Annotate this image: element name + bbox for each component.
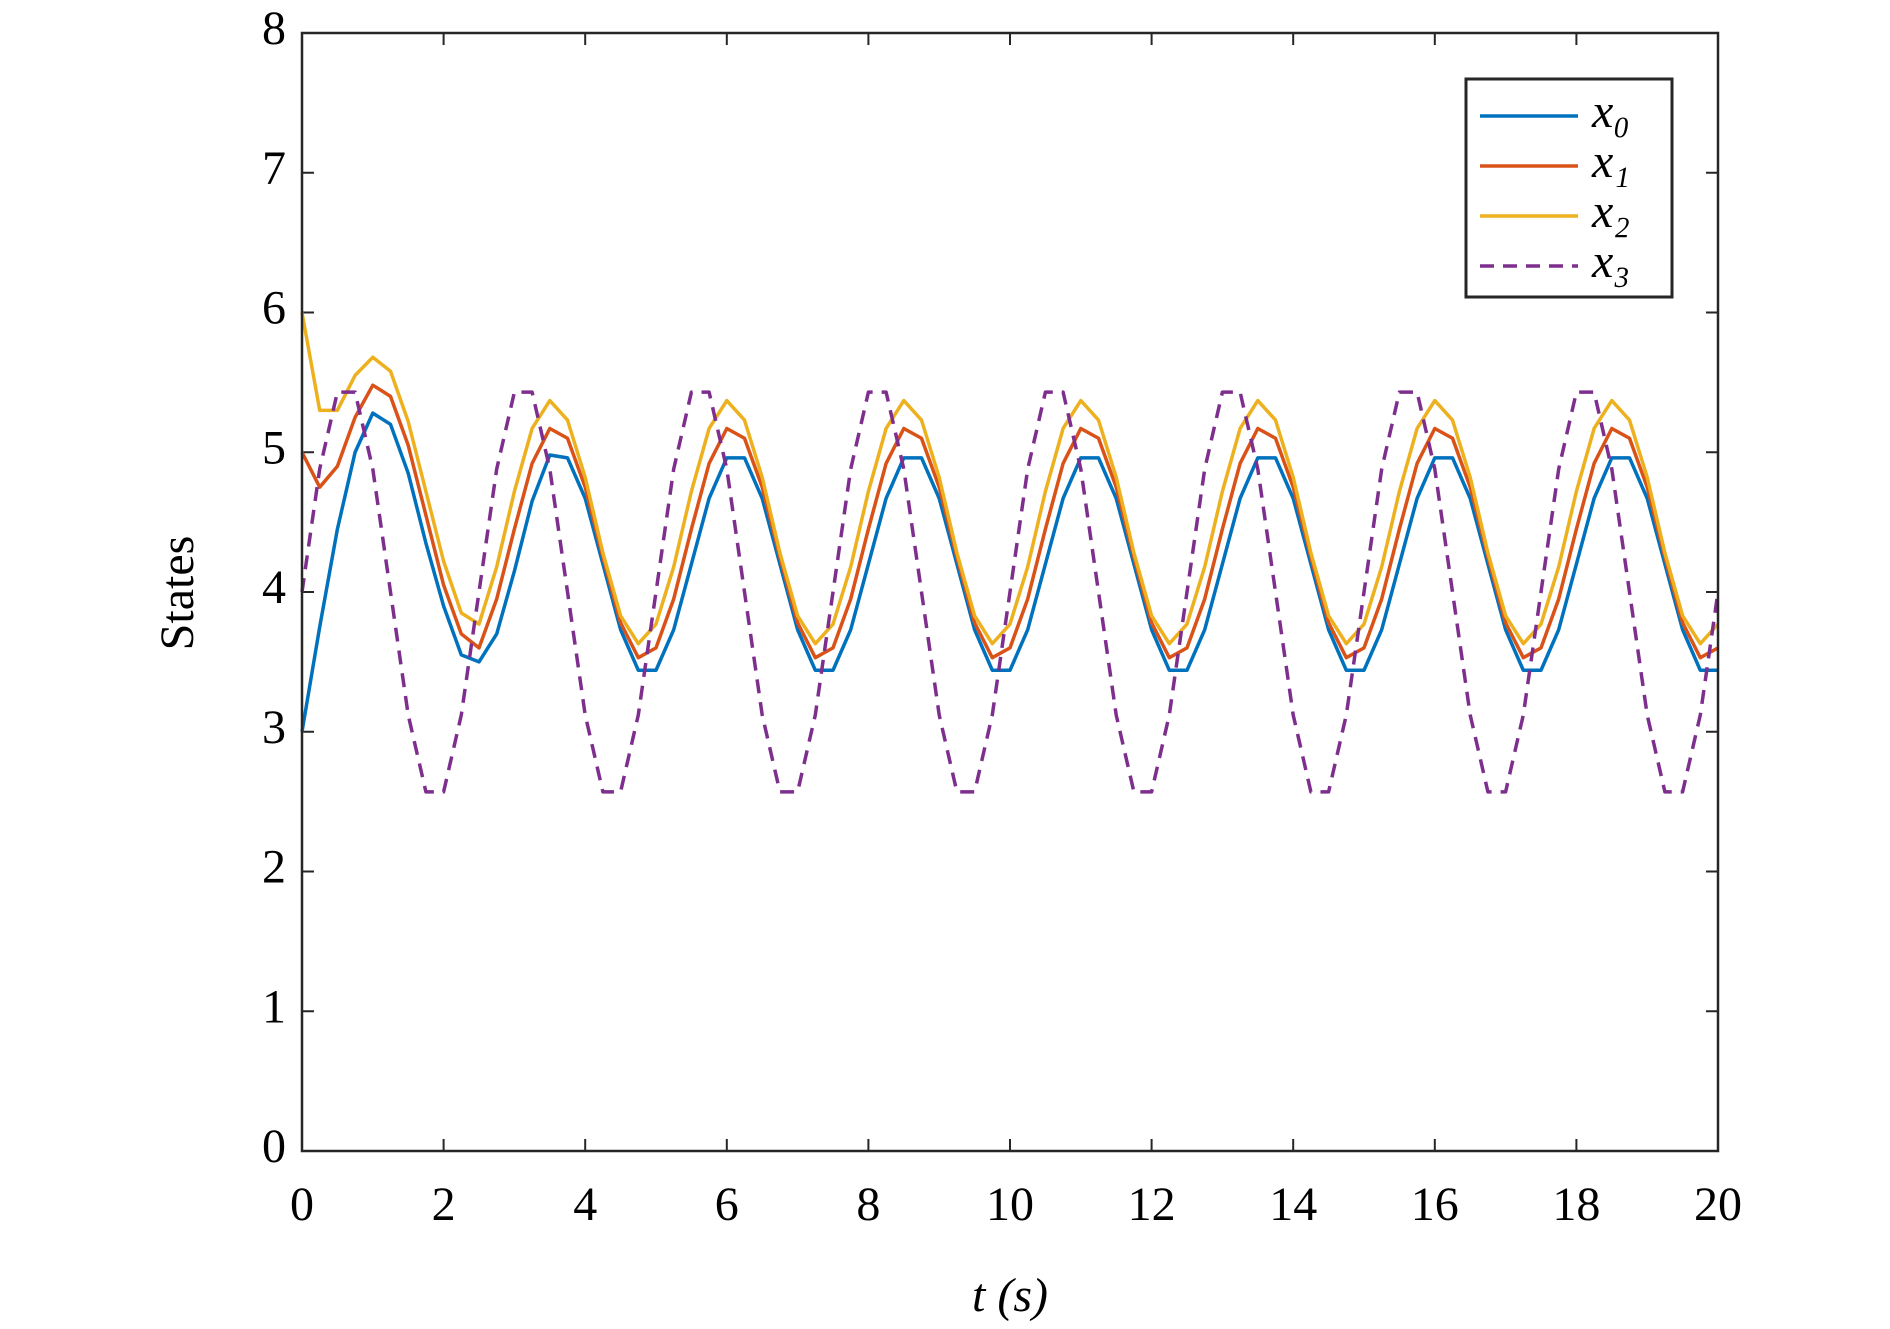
y-tick-label: 3 bbox=[262, 701, 286, 754]
series-line bbox=[300, 411, 1718, 733]
y-tick-label: 8 bbox=[262, 2, 286, 55]
x-axis-label: t (s) bbox=[972, 1269, 1048, 1322]
y-tick-label: 1 bbox=[262, 980, 286, 1033]
legend-box bbox=[1464, 77, 1674, 299]
x-tick-label: 18 bbox=[1552, 1178, 1600, 1231]
x-tick-label: 20 bbox=[1694, 1178, 1742, 1231]
x-tick-label: 8 bbox=[856, 1178, 880, 1231]
legend-label: x₁ bbox=[1591, 135, 1630, 188]
legend-label: x₂ bbox=[1591, 185, 1630, 238]
y-axis-label: States bbox=[151, 536, 204, 651]
y-tick-label: 6 bbox=[262, 282, 286, 335]
y-tick-label: 5 bbox=[262, 421, 286, 474]
y-tick-label: 0 bbox=[262, 1120, 286, 1173]
x-tick-label: 6 bbox=[715, 1178, 739, 1231]
x-tick-label: 10 bbox=[986, 1178, 1034, 1231]
series-line bbox=[300, 312, 1720, 646]
x-tick-label: 4 bbox=[573, 1178, 597, 1231]
y-tick-label: 4 bbox=[262, 561, 286, 614]
legend-label: x₀ bbox=[1591, 85, 1630, 138]
x-tick-label: 0 bbox=[290, 1178, 314, 1231]
series-line bbox=[300, 390, 1720, 794]
x-tick-label: 16 bbox=[1411, 1178, 1459, 1231]
x-tick-label: 14 bbox=[1269, 1178, 1317, 1231]
y-tick-label: 7 bbox=[262, 142, 286, 195]
x-tick-label: 2 bbox=[432, 1178, 456, 1231]
axes-box bbox=[300, 31, 1720, 1153]
legend-label: x₃ bbox=[1591, 235, 1630, 288]
x-tick-label: 12 bbox=[1128, 1178, 1176, 1231]
y-tick-label: 2 bbox=[262, 841, 286, 894]
